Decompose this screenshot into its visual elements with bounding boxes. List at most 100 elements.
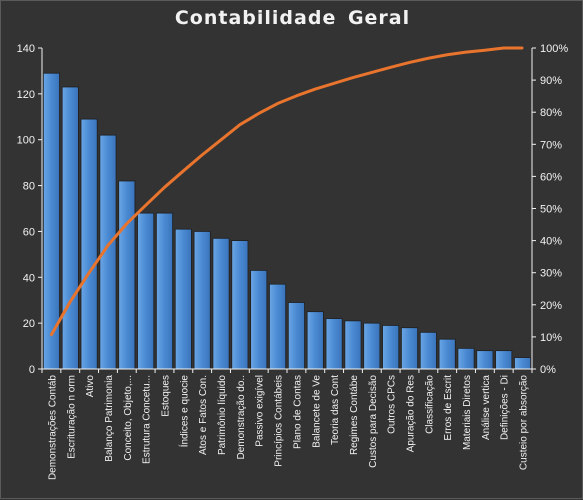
bar-11	[250, 270, 268, 370]
bar-4	[118, 180, 136, 370]
y2-tick-label: 60%	[540, 171, 562, 183]
bar-7	[174, 228, 192, 370]
cumulative-point-21	[445, 53, 449, 56]
cumulative-point-1	[69, 300, 72, 303]
y2-tick-label: 0%	[540, 364, 556, 376]
y-tick-label: 80	[23, 181, 35, 193]
y-tick-label: 140	[17, 43, 35, 55]
bar-10	[231, 240, 249, 370]
x-category-label: Estrutura Concetu...	[142, 375, 153, 464]
x-category-label: Índices e quocie	[177, 375, 190, 448]
x-category-label: Definições - Di	[500, 375, 511, 440]
x-category-label: Demonstração do..	[236, 375, 247, 460]
y-tick-label: 20	[23, 318, 35, 330]
cumulative-point-20	[427, 57, 430, 60]
x-category-label: Erros de Escrit	[443, 375, 454, 441]
bar-8	[193, 231, 211, 370]
cumulative-point-4	[125, 222, 129, 225]
bar-25	[514, 357, 532, 370]
bar-2	[80, 118, 98, 370]
x-category-label: Estoques	[161, 375, 172, 417]
x-category-label: Regimes Contábe	[349, 375, 360, 455]
cumulative-point-0	[50, 333, 53, 336]
bars-layer	[42, 72, 532, 370]
bar-13	[287, 302, 305, 370]
cumulative-point-11	[257, 112, 260, 115]
cumulative-point-18	[389, 66, 392, 69]
x-category-label: Teoria das Cont	[330, 375, 341, 445]
y2-tick-label: 90%	[540, 75, 562, 87]
x-category-label: Classificação	[424, 375, 435, 434]
cumulative-point-10	[238, 123, 242, 126]
x-category-label: Análise vertica	[481, 375, 492, 440]
bar-24	[495, 350, 513, 370]
x-category-label: Balanço Patrimonia	[104, 375, 115, 462]
cumulative-point-12	[276, 102, 279, 105]
cumulative-point-17	[370, 71, 374, 74]
cumulative-point-14	[314, 87, 317, 91]
cumulative-point-6	[163, 186, 166, 189]
y2-tick-label: 100%	[540, 43, 568, 55]
bar-6	[155, 212, 174, 370]
y-tick-label: 100	[17, 135, 35, 147]
y-tick-label: 120	[17, 89, 35, 101]
cumulative-point-7	[182, 169, 185, 173]
bar-15	[325, 318, 343, 370]
y2-tick-label: 50%	[540, 204, 562, 216]
cumulative-point-16	[351, 76, 355, 79]
y2-tick-label: 10%	[540, 332, 562, 344]
cumulative-point-24	[502, 46, 505, 50]
x-category-label: Passivo exigível	[255, 375, 266, 447]
cumulative-point-19	[408, 61, 411, 64]
cumulative-percent-line	[49, 46, 524, 337]
bar-21	[438, 338, 456, 370]
bar-19	[400, 327, 419, 370]
x-category-label: Conceito, Objeto,...	[123, 375, 134, 461]
bar-22	[457, 347, 475, 370]
y2-tick-label: 80%	[540, 107, 562, 119]
bar-12	[269, 283, 287, 370]
bar-5	[137, 212, 155, 370]
x-category-label: Demonstrações Contáb	[47, 375, 58, 480]
bar-20	[419, 331, 437, 370]
x-category-label: Outros CPCs	[387, 375, 398, 434]
bar-16	[344, 320, 362, 370]
x-category-label: Materiais Diretos	[462, 375, 473, 450]
y-tick-label: 60	[23, 226, 35, 238]
x-category-label: Balancete de Ve	[311, 375, 322, 448]
cumulative-line-layer	[49, 46, 524, 337]
x-category-label: Apuração do Res	[406, 375, 417, 452]
bar-1	[61, 86, 79, 370]
cumulative-point-25	[520, 46, 524, 50]
cumulative-point-9	[219, 138, 223, 142]
bar-18	[382, 325, 400, 370]
x-category-label: Ativo	[85, 375, 96, 398]
labels-layer: 0 20 40 60 80 100 120 140 0% 10% 20% 30% 40% 50% 60% 70…	[17, 43, 569, 480]
x-category-label: Plano de Contas	[292, 375, 303, 449]
y2-tick-label: 70%	[540, 139, 562, 151]
cumulative-point-8	[200, 153, 204, 157]
y-tick-label: 0	[29, 364, 35, 376]
y2-tick-label: 40%	[540, 236, 562, 248]
cumulative-point-2	[87, 271, 91, 274]
chart-title: Contabilidade Geral	[174, 7, 411, 29]
bar-14	[306, 311, 324, 370]
cumulative-point-13	[295, 94, 298, 98]
x-category-label: Patrimônio líquido	[217, 375, 228, 455]
axes-layer	[38, 47, 536, 373]
bar-9	[212, 237, 230, 370]
bar-23	[476, 350, 494, 370]
bar-17	[363, 322, 381, 370]
y2-tick-label: 20%	[540, 300, 562, 312]
x-category-label: Custos para Decisão	[368, 375, 379, 468]
x-category-label: Custeio por absorção	[519, 375, 530, 470]
cumulative-point-3	[106, 244, 110, 247]
x-category-label: Escrituração n orm	[66, 375, 77, 459]
x-category-label: Atos e Fatos Con.	[198, 375, 209, 455]
x-category-label: Princípios Contábeis	[274, 375, 285, 467]
y-tick-label: 40	[23, 272, 35, 284]
cumulative-point-15	[332, 82, 336, 85]
y2-tick-label: 30%	[540, 268, 562, 280]
